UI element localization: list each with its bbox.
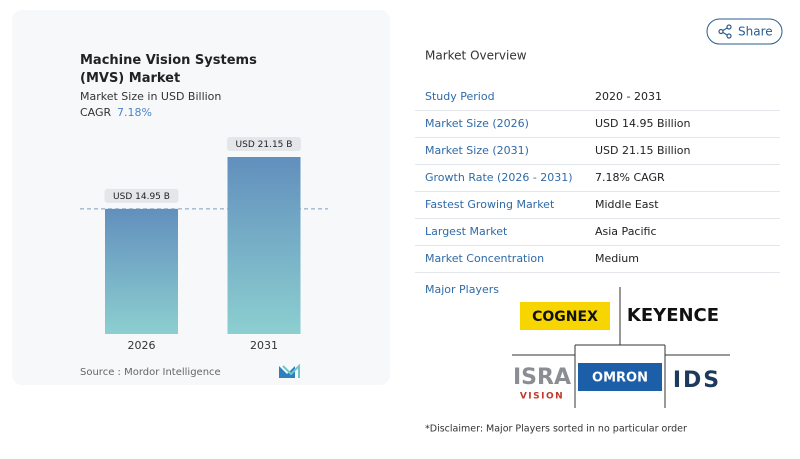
row-label: Market Size (2031) xyxy=(425,144,529,157)
disclaimer: *Disclaimer: Major Players sorted in no … xyxy=(425,424,687,435)
logo-keyence: KEYENCE xyxy=(627,305,719,326)
bar xyxy=(227,157,301,334)
value-label: USD 14.95 B xyxy=(113,192,170,202)
logo-isra: ISRA xyxy=(513,365,571,390)
logo-vision: VISION xyxy=(520,392,564,402)
value-label: USD 21.15 B xyxy=(236,140,293,150)
row-label: Market Size (2026) xyxy=(425,117,529,130)
share-icon xyxy=(718,24,732,39)
row-label: Largest Market xyxy=(425,225,508,238)
share-label[interactable]: Share xyxy=(738,25,773,39)
overview-title: Market Overview xyxy=(425,49,527,63)
logo-cognex: COGNEX xyxy=(532,309,598,325)
brand-logo xyxy=(279,363,300,378)
row-label: Fastest Growing Market xyxy=(425,198,555,211)
chart-title: Machine Vision Systems (MVS) Market xyxy=(80,53,257,86)
omron-box xyxy=(578,363,662,391)
cagr-label: CAGR xyxy=(80,106,112,119)
row-value: Asia Pacific xyxy=(595,225,657,238)
value-label-bg xyxy=(227,137,301,151)
logo-omron: OMRON xyxy=(592,371,648,386)
row-label: Study Period xyxy=(425,90,495,103)
cagr-value: 7.18% xyxy=(117,106,152,119)
players-title: Major Players xyxy=(425,283,499,296)
share-button[interactable] xyxy=(706,18,783,45)
value-label-bg xyxy=(104,188,179,203)
source: Source : Mordor Intelligence xyxy=(80,367,221,378)
row-label: Market Concentration xyxy=(425,252,544,265)
row-value: 2020 - 2031 xyxy=(595,90,662,103)
row-label: Growth Rate (2026 - 2031) xyxy=(425,171,573,184)
x-tick-label: 2026 xyxy=(128,339,156,352)
row-value: 7.18% CAGR xyxy=(595,171,665,184)
x-tick-label: 2031 xyxy=(250,339,278,352)
row-value: Medium xyxy=(595,252,639,265)
cognex-box xyxy=(520,302,610,330)
row-value: USD 21.15 Billion xyxy=(595,144,690,157)
chart-subtitle: Market Size in USD Billion xyxy=(80,90,221,103)
logo-ids: IDS xyxy=(673,368,721,393)
row-value: USD 14.95 Billion xyxy=(595,117,690,130)
bar xyxy=(105,208,178,334)
row-value: Middle East xyxy=(595,198,659,211)
chart-card xyxy=(12,10,390,385)
logo-grid xyxy=(512,287,730,408)
